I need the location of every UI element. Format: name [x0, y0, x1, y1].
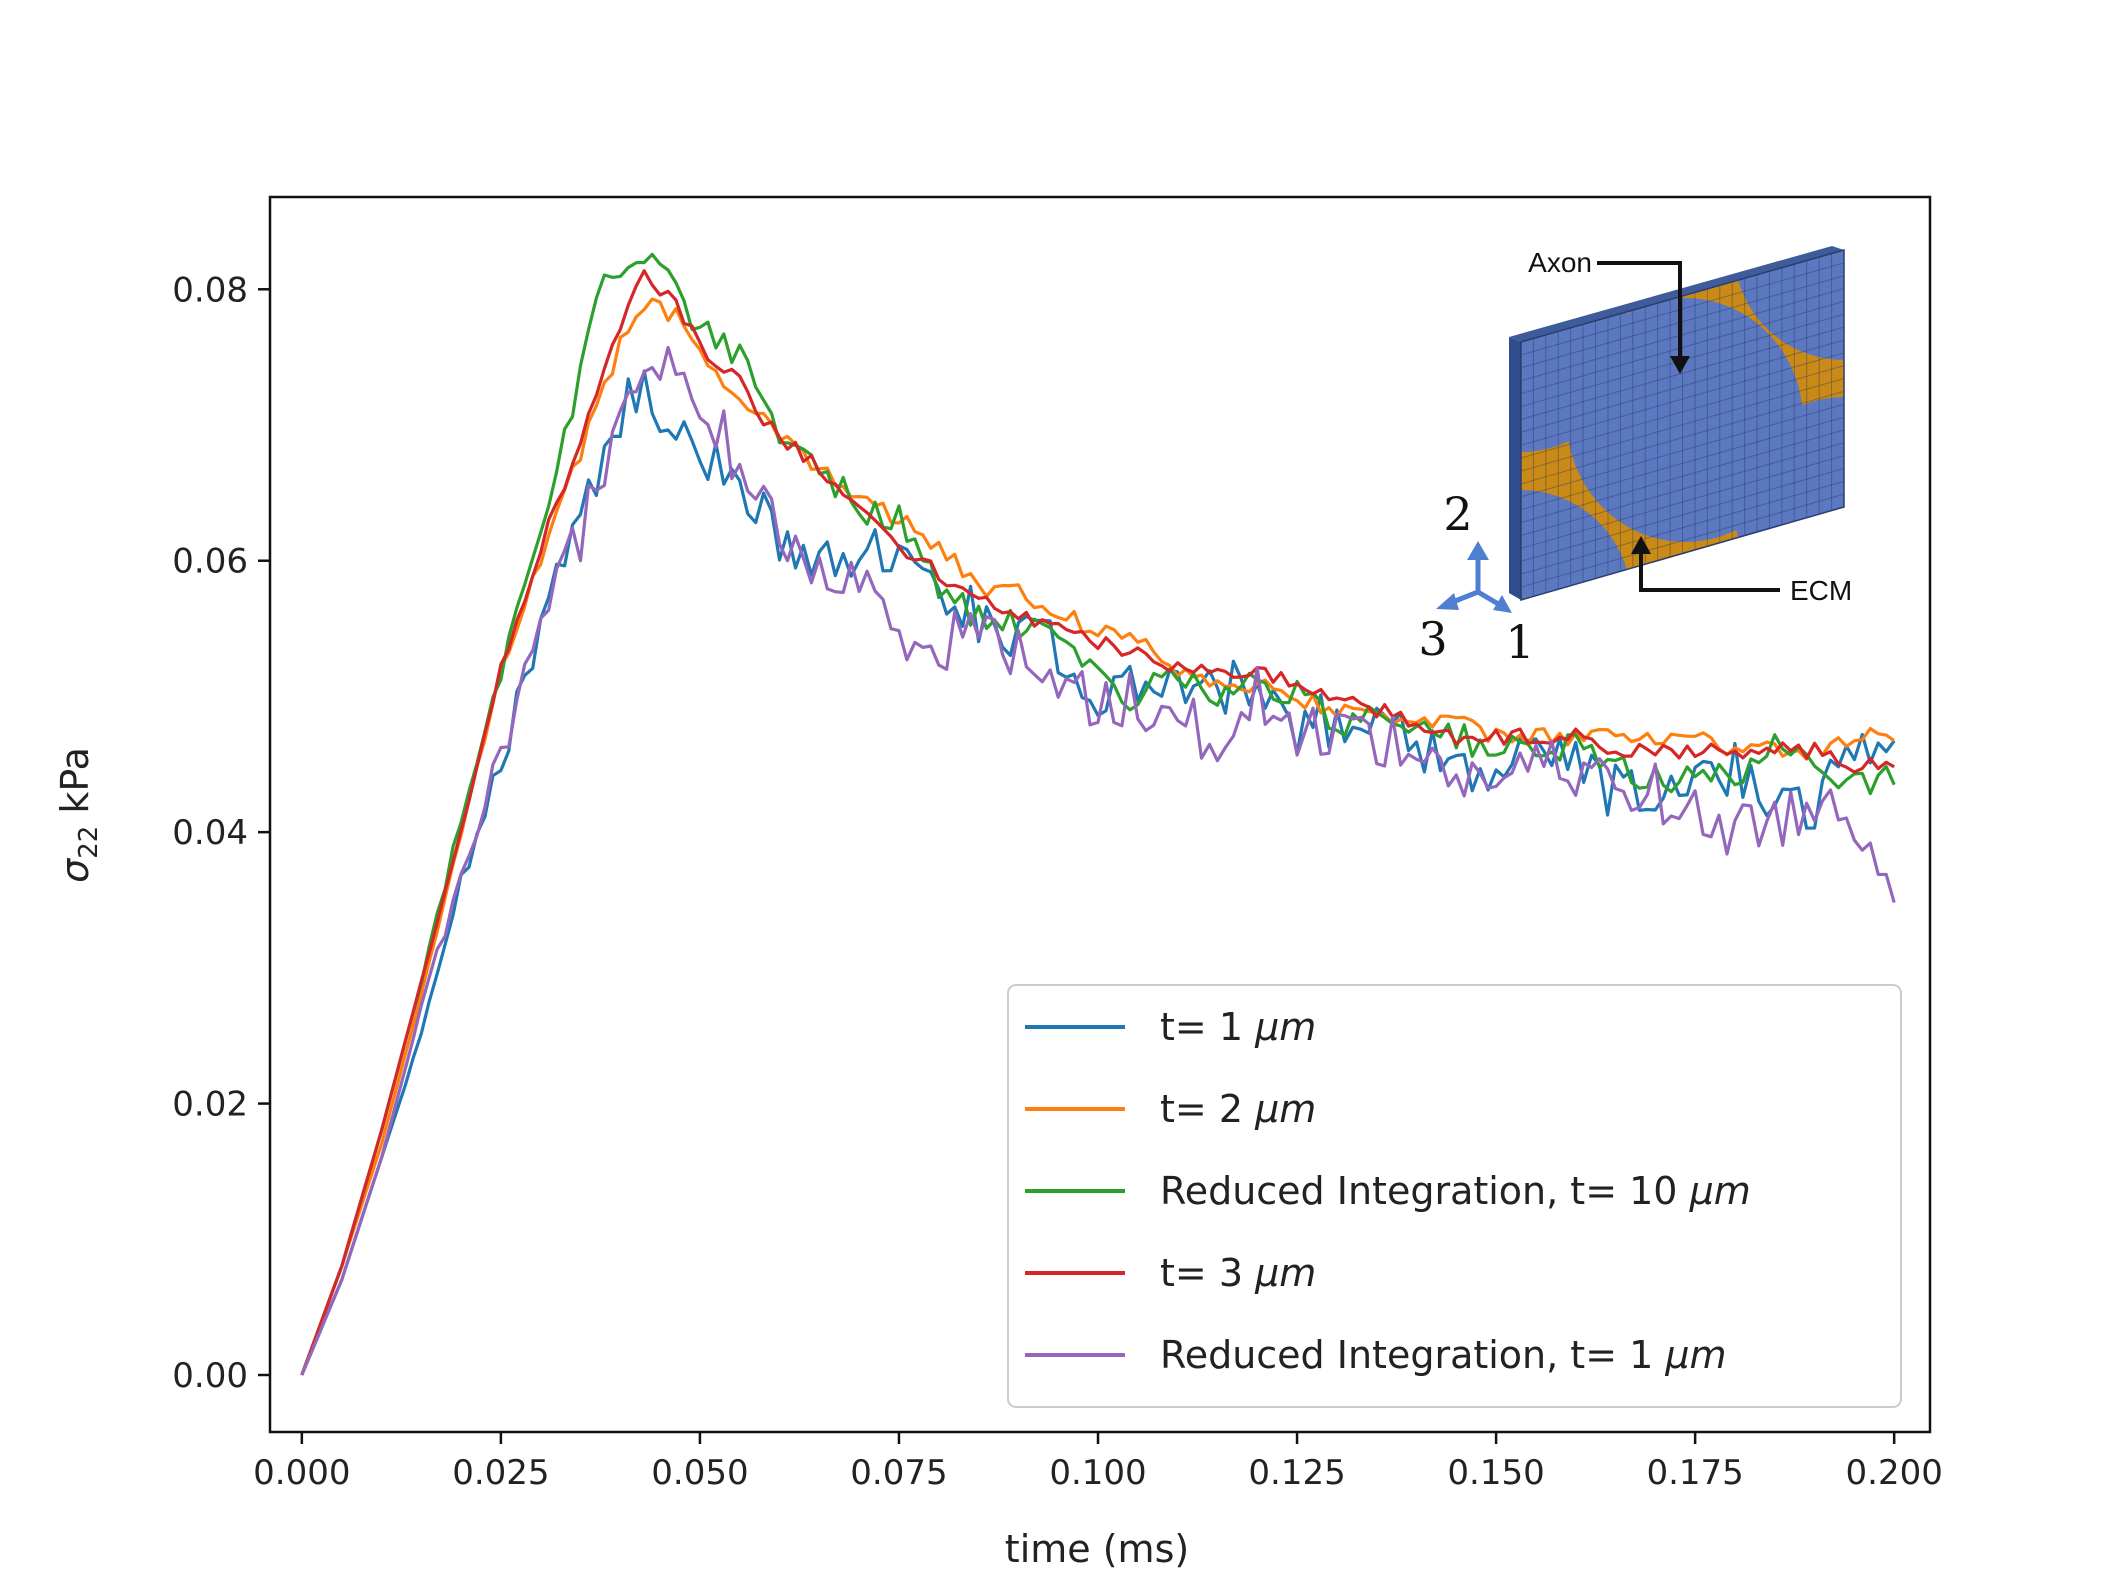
- x-tick-label: 0.075: [850, 1453, 947, 1493]
- inset-front-outline: [1520, 249, 1845, 601]
- x-axis-label: time (ms): [1005, 1527, 1189, 1571]
- inset-coordinate-triad: 2 3 1: [1418, 487, 1534, 669]
- y-tick-label: 0.08: [172, 270, 248, 310]
- triad-arrow-3-head: [1436, 593, 1459, 610]
- x-tick-label: 0.025: [452, 1453, 549, 1493]
- mesh-line: [1521, 493, 1844, 588]
- mesh-line: [1521, 390, 1844, 485]
- triad-axis-1: [1476, 589, 1502, 608]
- mesh-line: [1521, 365, 1844, 459]
- series-line: [300, 269, 1896, 1376]
- mesh-line: [1521, 416, 1844, 511]
- mesh-line: [1521, 480, 1844, 575]
- triad-arrow-1-head: [1493, 595, 1512, 613]
- y-axis-label: σ22 kPa: [53, 747, 104, 883]
- y-axis-ticks: 0.00 0.02 0.04 0.06 0.08: [172, 270, 270, 1396]
- inset-ecm-label: ECM: [1790, 575, 1852, 606]
- y-axis-label-unit: kPa: [53, 747, 97, 826]
- legend-label: Reduced Integration, t= 10 μm: [1160, 1169, 1751, 1213]
- inset-axon-arrow-head: [1670, 356, 1690, 374]
- x-tick-label: 0.125: [1248, 1453, 1345, 1493]
- y-axis-label-subscript: 22: [74, 826, 104, 859]
- legend-label: t= 3 μm: [1160, 1251, 1316, 1295]
- legend: t= 1 μm t= 2 μm Reduced Integration, t= 10…: [1007, 984, 1902, 1408]
- mesh-line: [1521, 467, 1844, 562]
- x-tick-label: 0.050: [651, 1453, 748, 1493]
- triad-arrow-2-head: [1467, 541, 1489, 560]
- x-tick-label: 0.175: [1646, 1453, 1743, 1493]
- y-tick-label: 0.04: [172, 813, 248, 853]
- inset-slab-side-face: [1509, 337, 1521, 600]
- legend-box: [1007, 984, 1902, 1408]
- legend-label: t= 2 μm: [1160, 1087, 1316, 1131]
- mesh-line: [1521, 403, 1844, 498]
- y-tick-label: 0.06: [172, 542, 248, 582]
- triad-label-2: 2: [1443, 487, 1472, 541]
- inset-ecm-arrow-head: [1631, 536, 1651, 554]
- series-line: [300, 252, 1896, 1376]
- series-layer: [300, 252, 1896, 1376]
- legend-label: t= 1 μm: [1160, 1005, 1316, 1049]
- inset-axon-label: Axon: [1528, 247, 1592, 278]
- mesh-line: [1521, 352, 1844, 446]
- x-tick-label: 0.000: [253, 1453, 350, 1493]
- y-tick-label: 0.00: [172, 1356, 248, 1396]
- legend-label: Reduced Integration, t= 1 μm: [1160, 1333, 1727, 1377]
- mesh-line: [1521, 262, 1844, 356]
- inset-axon-arrow-line: [1597, 261, 1682, 360]
- x-axis-ticks: 0.000 0.025 0.050 0.075 0.100 0.125 0.150 0.175…: [253, 1432, 1943, 1493]
- series-line: [300, 345, 1896, 1376]
- inset-axon-corner: [1521, 490, 1631, 600]
- inset-slab-top-face: [1509, 246, 1844, 342]
- mesh-line: [1521, 339, 1844, 433]
- mesh-line: [1521, 429, 1844, 524]
- x-tick-label: 0.100: [1049, 1453, 1146, 1493]
- mesh-line: [1521, 288, 1844, 382]
- triad-label-1: 1: [1505, 615, 1534, 669]
- inset-axon-corner: [1734, 250, 1844, 360]
- mesh-line: [1521, 378, 1844, 472]
- x-tick-label: 0.150: [1447, 1453, 1544, 1493]
- mesh-line: [1521, 300, 1844, 395]
- inset-ecm-arrow-line: [1639, 550, 1780, 592]
- triad-label-3: 3: [1418, 612, 1447, 666]
- mesh-line: [1521, 275, 1844, 369]
- mesh-line: [1521, 326, 1844, 420]
- y-axis-label-symbol: σ: [53, 857, 97, 883]
- mesh-line: [1521, 455, 1844, 549]
- plot-frame: [268, 195, 1932, 1434]
- y-tick-label: 0.02: [172, 1085, 248, 1125]
- mesh-line: [1521, 442, 1844, 536]
- x-tick-label: 0.200: [1846, 1453, 1943, 1493]
